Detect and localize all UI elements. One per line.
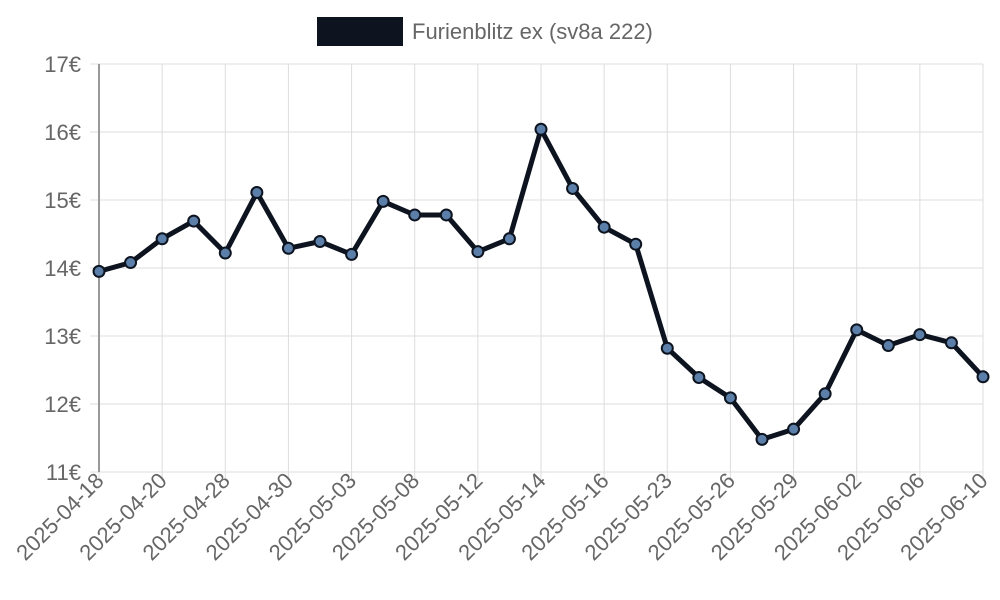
data-point[interactable] [218,246,232,260]
data-point[interactable] [124,256,138,270]
data-point[interactable] [187,214,201,228]
data-point[interactable] [502,232,516,246]
y-tick-label: 12€ [44,392,81,417]
data-point[interactable] [345,247,359,261]
y-tick-label: 14€ [44,256,81,281]
data-point[interactable] [660,341,674,355]
data-point[interactable] [566,181,580,195]
data-point[interactable] [471,245,485,259]
data-point[interactable] [281,241,295,255]
data-point[interactable] [439,208,453,222]
data-point[interactable] [723,391,737,405]
data-point[interactable] [155,232,169,246]
y-tick-label: 11€ [46,460,81,485]
series-points [92,122,990,446]
y-tick-label: 15€ [44,188,81,213]
y-tick-label: 16€ [44,120,81,145]
data-point[interactable] [881,339,895,353]
data-point[interactable] [92,264,106,278]
data-point[interactable] [913,328,927,342]
data-point[interactable] [755,432,769,446]
data-point[interactable] [818,387,832,401]
data-point[interactable] [976,370,990,384]
legend-swatch [317,17,403,46]
data-point[interactable] [787,422,801,436]
legend-label: Furienblitz ex (sv8a 222) [412,19,653,44]
y-tick-label: 17€ [44,52,81,77]
x-gridlines [98,64,984,481]
data-point[interactable] [376,194,390,208]
data-point[interactable] [250,186,264,200]
data-point[interactable] [692,370,706,384]
data-point[interactable] [597,220,611,234]
x-axis-tick-labels: 2025-04-182025-04-202025-04-282025-04-30… [11,468,992,565]
y-tick-label: 13€ [44,324,81,349]
y-axis-tick-labels: 11€ 12€ 13€ 14€ 15€ 16€ 17€ [44,52,81,485]
data-point[interactable] [534,122,548,136]
legend: Furienblitz ex (sv8a 222) [317,17,653,46]
data-point[interactable] [944,336,958,350]
data-point[interactable] [629,237,643,251]
data-point[interactable] [850,323,864,337]
data-point[interactable] [408,208,422,222]
data-point[interactable] [313,234,327,248]
